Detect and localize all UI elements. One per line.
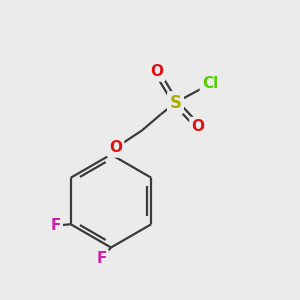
Text: Cl: Cl bbox=[202, 76, 218, 92]
Text: O: O bbox=[191, 119, 205, 134]
Text: O: O bbox=[150, 64, 164, 80]
Text: O: O bbox=[109, 140, 122, 155]
Text: F: F bbox=[50, 218, 61, 233]
Text: F: F bbox=[96, 251, 106, 266]
Text: S: S bbox=[169, 94, 181, 112]
